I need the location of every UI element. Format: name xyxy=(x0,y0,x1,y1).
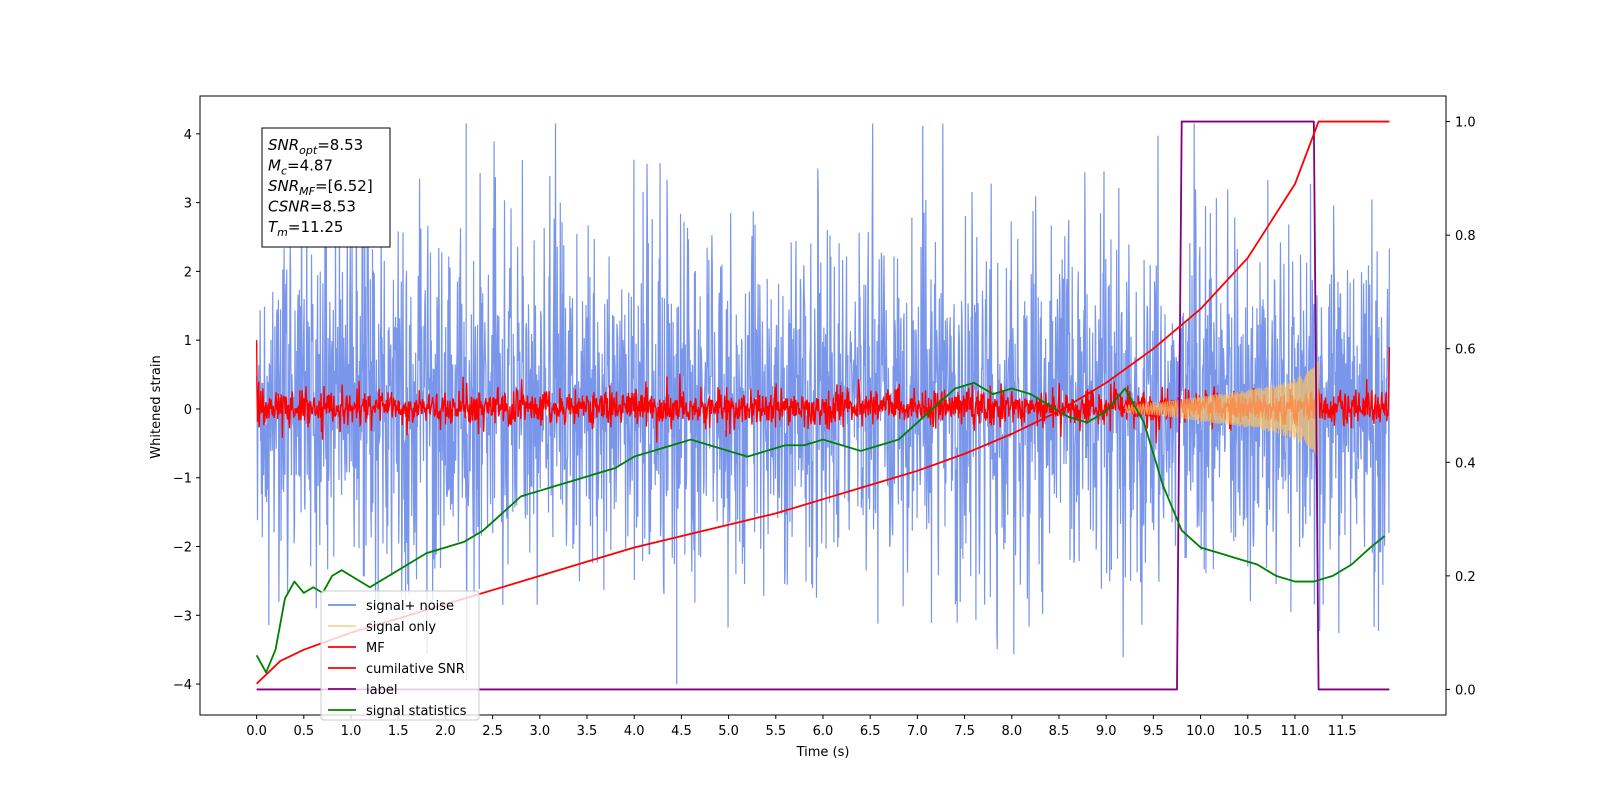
series-label xyxy=(256,120,1390,691)
x-tick-label: 7.5 xyxy=(954,724,975,739)
x-tick-label: 3.0 xyxy=(529,724,550,739)
info-value: =4.87 xyxy=(287,157,333,175)
y-tick-label: −1 xyxy=(173,472,192,487)
x-tick-label: 0.0 xyxy=(246,724,267,739)
x-tick-label: 6.5 xyxy=(860,724,881,739)
y-tick-label: 2 xyxy=(184,265,192,280)
y-tick-label: −3 xyxy=(173,609,192,624)
info-subscript: MF xyxy=(299,185,315,198)
y-tick-label: −4 xyxy=(173,678,192,693)
x-tick-label: 2.5 xyxy=(482,724,503,739)
x-tick-label: 8.0 xyxy=(1001,724,1022,739)
info-subscript: m xyxy=(277,226,288,239)
x-tick-label: 1.0 xyxy=(341,724,362,739)
info-symbol: T xyxy=(268,218,279,236)
y-tick-label: 0 xyxy=(184,403,192,418)
y-right-tick-label: 1.0 xyxy=(1455,116,1476,131)
info-subscript: c xyxy=(281,165,287,178)
info-box: SNRopt=8.53Mc=4.87SNRMF=[6.52]CSNR=8.53T… xyxy=(261,127,391,248)
info-symbol: SNR xyxy=(268,136,299,154)
y-tick-label: −2 xyxy=(173,540,192,555)
info-value: =8.53 xyxy=(310,198,356,216)
y-right-tick-label: 0.2 xyxy=(1455,570,1476,585)
legend-label: signal+ noise xyxy=(366,599,454,614)
y-axis-right: 1.0 0.8 0.6 0.4 0.2 0.0 xyxy=(1446,116,1476,698)
x-tick-label: 9.5 xyxy=(1143,724,1164,739)
x-tick-label: 9.0 xyxy=(1096,724,1117,739)
x-tick-label: 11.5 xyxy=(1328,724,1357,739)
series-signal-statistics xyxy=(255,381,1386,674)
x-tick-label: 1.5 xyxy=(388,724,409,739)
legend-label: label xyxy=(366,683,397,698)
y-tick-label: 3 xyxy=(184,197,192,212)
series-signal-only xyxy=(1124,361,1320,457)
y-right-tick-label: 0.4 xyxy=(1455,456,1476,471)
x-tick-label: 0.5 xyxy=(293,724,314,739)
legend-frame xyxy=(320,590,480,721)
x-tick-label: 8.5 xyxy=(1049,724,1070,739)
y-axis-label: Whitened strain xyxy=(149,355,164,458)
x-axis-label: Time (s) xyxy=(796,745,850,760)
info-symbol: SNR xyxy=(268,177,299,195)
info-symbol: M xyxy=(268,157,281,175)
legend-label: signal statistics xyxy=(366,704,467,719)
info-box-line: Mc=4.87 xyxy=(268,157,333,178)
info-box-frame xyxy=(261,127,391,248)
info-subscript: opt xyxy=(299,144,318,157)
x-tick-label: 4.0 xyxy=(624,724,645,739)
x-tick-label: 11.0 xyxy=(1280,724,1309,739)
legend: signal+ noise signal only MF cumilative SNR… xyxy=(320,590,480,721)
y-tick-label: 1 xyxy=(184,334,192,349)
info-symbol: CSNR xyxy=(268,198,310,216)
x-tick-label: 4.5 xyxy=(671,724,692,739)
x-tick-label: 5.0 xyxy=(718,724,739,739)
x-tick-label: 3.5 xyxy=(577,724,598,739)
x-tick-label: 10.5 xyxy=(1233,724,1262,739)
x-tick-label: 10.0 xyxy=(1186,724,1215,739)
y-right-tick-label: 0.6 xyxy=(1455,343,1476,358)
y-tick-label: 4 xyxy=(184,128,192,143)
info-value: =[6.52] xyxy=(315,177,373,195)
y-right-tick-label: 0.0 xyxy=(1455,683,1476,698)
x-axis: 0.0 0.5 1.0 1.5 2.0 2.5 3.0 3.5 4.0 4.5 5.0 5.5 6.0 6… xyxy=(246,715,1357,739)
x-tick-label: 2.0 xyxy=(435,724,456,739)
x-tick-label: 5.5 xyxy=(765,724,786,739)
y-axis-left: 4 3 2 1 0 −1 −2 −3 −4 xyxy=(173,128,200,693)
x-tick-label: 6.0 xyxy=(813,724,834,739)
info-box-line: CSNR=8.53 xyxy=(268,198,356,216)
info-box-line: Tm=11.25 xyxy=(268,218,343,239)
legend-label: cumilative SNR xyxy=(366,662,465,677)
info-box-line: SNRMF=[6.52] xyxy=(268,177,373,198)
info-value: =8.53 xyxy=(317,136,363,154)
info-box-line: SNRopt=8.53 xyxy=(268,136,363,157)
x-tick-label: 7.0 xyxy=(907,724,928,739)
legend-label: MF xyxy=(366,641,385,656)
y-right-tick-label: 0.8 xyxy=(1455,229,1476,244)
legend-label: signal only xyxy=(366,620,436,635)
info-value: =11.25 xyxy=(288,218,344,236)
